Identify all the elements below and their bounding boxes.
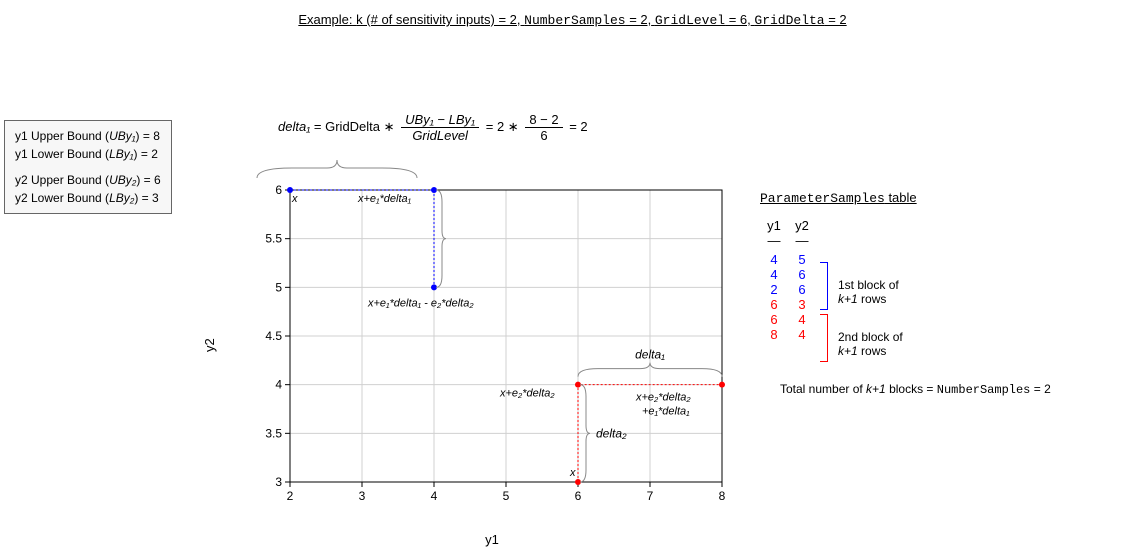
title-gl-label: GridLevel — [655, 13, 725, 28]
svg-text:5: 5 — [275, 280, 282, 294]
svg-text:3: 3 — [275, 475, 282, 489]
chart: 234567833.544.555.56xx+e₁*delta₁x+e₁*del… — [252, 180, 732, 510]
bounds-box: y1 Upper Bound (UBy₁) = 8 y1 Lower Bound… — [4, 120, 172, 214]
svg-text:6: 6 — [275, 183, 282, 197]
x-axis-label: y1 — [252, 532, 732, 547]
title-prefix: Example: — [298, 12, 352, 27]
svg-text:5: 5 — [503, 489, 510, 503]
svg-text:5.5: 5.5 — [265, 232, 282, 246]
svg-text:delta₂: delta₂ — [596, 426, 627, 440]
table-row: 64 — [760, 312, 917, 327]
parameter-samples-table: ParameterSamples table y1y2 —— 454626636… — [760, 190, 917, 342]
svg-text:x: x — [291, 193, 298, 205]
brace-delta1-top — [252, 156, 422, 180]
y-axis-label: y2 — [202, 180, 222, 510]
title-k: k (# of sensitivity inputs) = 2, — [356, 12, 520, 27]
svg-text:4: 4 — [275, 378, 282, 392]
svg-text:4.5: 4.5 — [265, 329, 282, 343]
svg-text:6: 6 — [575, 489, 582, 503]
svg-text:x+e₁*delta₁: x+e₁*delta₁ — [357, 193, 412, 205]
svg-text:2: 2 — [287, 489, 294, 503]
svg-text:delta₁: delta₁ — [635, 348, 665, 362]
svg-text:+e₁*delta₁: +e₁*delta₁ — [642, 406, 690, 418]
page-title: Example: k (# of sensitivity inputs) = 2… — [0, 12, 1145, 28]
svg-text:x+e₁*delta₁ - e₂*delta₂: x+e₁*delta₁ - e₂*delta₂ — [367, 297, 474, 309]
svg-text:3: 3 — [359, 489, 366, 503]
title-gd-label: GridDelta — [754, 13, 824, 28]
svg-text:4: 4 — [431, 489, 438, 503]
title-ns-label: NumberSamples — [524, 13, 625, 28]
svg-text:x+e₂*delta₂: x+e₂*delta₂ — [499, 388, 555, 400]
svg-text:x: x — [569, 467, 576, 479]
svg-text:3.5: 3.5 — [265, 426, 282, 440]
bracket-block1 — [820, 262, 828, 310]
table-row: 45 — [760, 252, 917, 267]
svg-text:8: 8 — [719, 489, 726, 503]
equation-delta1: delta₁ = GridDelta ∗ UBy₁ − LBy₁GridLeve… — [278, 112, 588, 143]
bracket-block2 — [820, 314, 828, 362]
svg-text:7: 7 — [647, 489, 654, 503]
svg-text:x+e₂*delta₂: x+e₂*delta₂ — [635, 392, 691, 404]
